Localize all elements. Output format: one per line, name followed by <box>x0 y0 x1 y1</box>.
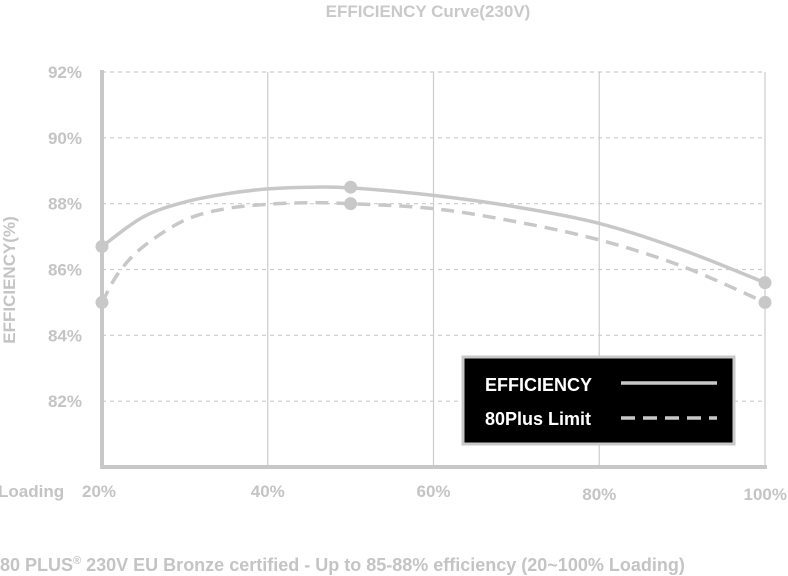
y-axis-label: EFFICIENCY(%) <box>0 216 19 344</box>
grid-layer <box>102 71 766 467</box>
chart-title: EFFICIENCY Curve(230V) <box>326 2 531 21</box>
registered-mark: ® <box>73 555 81 567</box>
y-tick-label: 88% <box>48 195 82 214</box>
y-tick-label: 84% <box>48 326 82 345</box>
data-point-efficiency <box>344 180 358 194</box>
y-tick-label: 86% <box>48 261 82 280</box>
data-point-80plus-limit <box>95 295 109 309</box>
series-line-80plus-limit <box>100 200 766 305</box>
data-point-80plus-limit <box>344 197 358 211</box>
x-tick-label: 80% <box>582 485 616 504</box>
axis-layer <box>100 70 767 469</box>
y-tick-labels: 82% 84% 86% 88% 90% 92% <box>48 63 82 411</box>
y-tick-label: 92% <box>48 63 82 82</box>
data-point-efficiency <box>758 276 772 290</box>
y-tick-label: 82% <box>48 392 82 411</box>
legend: EFFICIENCY 80Plus Limit <box>461 355 736 446</box>
legend-label-80plus-limit: 80Plus Limit <box>485 409 591 429</box>
data-point-80plus-limit <box>758 295 772 309</box>
certification-caption: 80 PLUS® 230V EU Bronze certified - Up t… <box>0 555 685 575</box>
x-tick-labels: 20% 40% 60% 80% 100% <box>82 482 787 504</box>
x-axis-label: Loading <box>0 482 64 501</box>
x-tick-label: 20% <box>82 482 116 501</box>
x-tick-label: 40% <box>251 482 285 501</box>
y-tick-label: 90% <box>48 129 82 148</box>
legend-label-efficiency: EFFICIENCY <box>485 375 592 395</box>
x-tick-label: 100% <box>744 485 787 504</box>
data-point-efficiency <box>95 239 109 253</box>
series-layer <box>95 180 772 309</box>
legend-box <box>461 355 736 446</box>
x-tick-label: 60% <box>416 482 450 501</box>
